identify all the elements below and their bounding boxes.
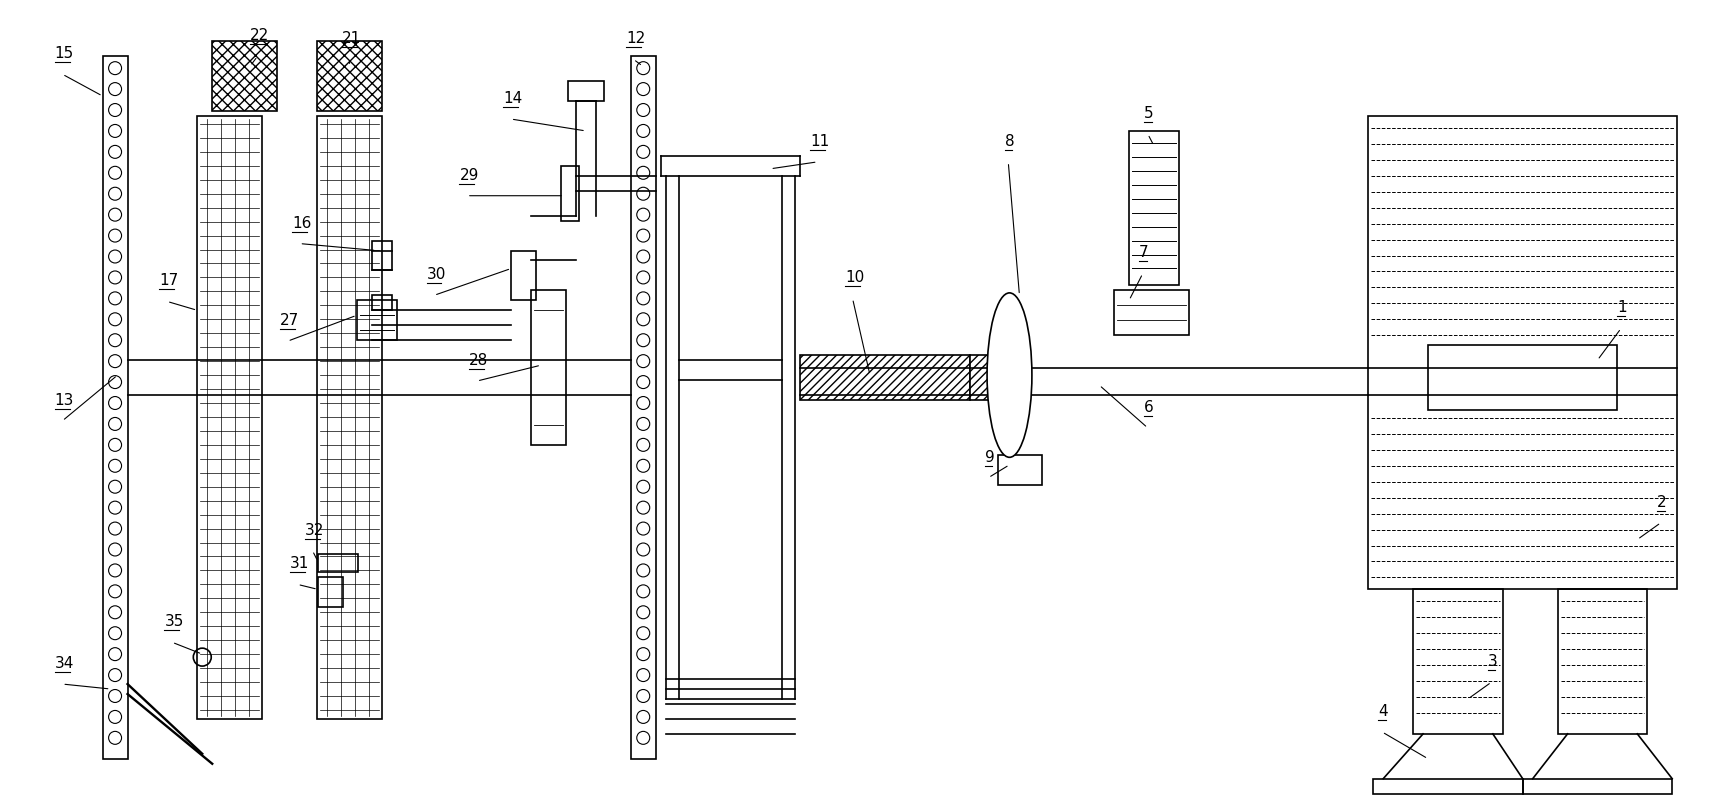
Bar: [317, 116, 381, 719]
Text: 4: 4: [1377, 704, 1387, 719]
Text: 2: 2: [1656, 494, 1666, 510]
Bar: [1556, 589, 1647, 734]
Bar: [372, 241, 391, 271]
Text: 30: 30: [426, 267, 446, 283]
Bar: [1368, 116, 1676, 589]
Text: 1: 1: [1616, 301, 1627, 315]
Text: 29: 29: [458, 168, 479, 183]
Bar: [372, 296, 391, 310]
Bar: [357, 301, 396, 340]
Bar: [1113, 290, 1189, 335]
Bar: [1521, 779, 1671, 793]
Bar: [631, 57, 655, 759]
Text: 9: 9: [984, 450, 994, 465]
Bar: [103, 57, 128, 759]
Text: 12: 12: [625, 32, 644, 46]
Text: 35: 35: [164, 614, 184, 629]
Bar: [512, 250, 536, 301]
Text: 28: 28: [469, 353, 488, 368]
Text: 16: 16: [291, 216, 312, 230]
Bar: [1427, 345, 1616, 410]
Bar: [196, 116, 262, 719]
Text: 34: 34: [55, 656, 74, 671]
Text: 13: 13: [55, 393, 74, 408]
Ellipse shape: [987, 292, 1032, 457]
Bar: [799, 356, 968, 400]
Text: 7: 7: [1139, 246, 1148, 260]
Bar: [567, 81, 603, 101]
Bar: [317, 554, 358, 572]
Text: 3: 3: [1487, 654, 1497, 669]
Bar: [1129, 131, 1179, 285]
Text: 11: 11: [810, 134, 829, 149]
Text: 10: 10: [844, 271, 863, 285]
Bar: [212, 41, 277, 111]
Bar: [1373, 779, 1521, 793]
Text: 6: 6: [1144, 400, 1153, 415]
Text: 22: 22: [250, 28, 269, 44]
Bar: [560, 166, 579, 221]
Bar: [968, 356, 1023, 400]
Text: 15: 15: [55, 46, 74, 61]
Text: 14: 14: [503, 91, 522, 106]
Bar: [317, 578, 343, 608]
Text: 32: 32: [305, 523, 324, 537]
Text: 17: 17: [159, 273, 179, 288]
Bar: [317, 41, 381, 111]
Text: 31: 31: [289, 557, 308, 571]
Bar: [1413, 589, 1502, 734]
Text: 8: 8: [1005, 134, 1013, 149]
Bar: [998, 455, 1042, 485]
Text: 5: 5: [1144, 106, 1153, 121]
Text: 21: 21: [341, 32, 360, 46]
Bar: [531, 290, 565, 445]
Text: 27: 27: [279, 314, 300, 328]
